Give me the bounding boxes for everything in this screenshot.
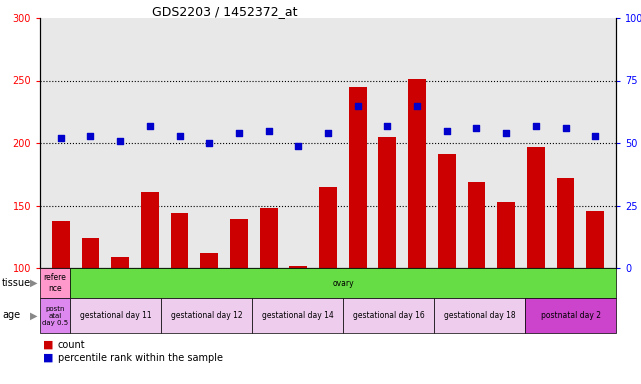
- Text: ▶: ▶: [30, 311, 38, 321]
- Bar: [252, 298, 343, 333]
- Point: [382, 122, 392, 129]
- Bar: [434, 298, 525, 333]
- Text: gestational day 12: gestational day 12: [171, 311, 242, 320]
- Point: [263, 127, 274, 134]
- Bar: [81, 238, 99, 268]
- Bar: [162, 298, 252, 333]
- Text: ▶: ▶: [30, 278, 38, 288]
- Point: [323, 130, 333, 136]
- Text: tissue: tissue: [2, 278, 31, 288]
- Point: [353, 103, 363, 109]
- Bar: [587, 210, 604, 268]
- Point: [590, 132, 601, 139]
- Bar: [378, 137, 396, 268]
- Bar: [467, 182, 485, 268]
- Text: age: age: [2, 311, 20, 321]
- Point: [85, 132, 96, 139]
- Text: ovary: ovary: [332, 278, 354, 288]
- Point: [412, 103, 422, 109]
- Bar: [40, 268, 71, 298]
- Bar: [556, 178, 574, 268]
- Bar: [497, 202, 515, 268]
- Bar: [527, 147, 545, 268]
- Point: [531, 122, 541, 129]
- Point: [234, 130, 244, 136]
- Bar: [52, 220, 70, 268]
- Point: [560, 125, 570, 131]
- Text: gestational day 14: gestational day 14: [262, 311, 333, 320]
- Bar: [525, 298, 616, 333]
- Text: gestational day 16: gestational day 16: [353, 311, 424, 320]
- Bar: [408, 79, 426, 268]
- Point: [145, 122, 155, 129]
- Bar: [201, 253, 218, 268]
- Bar: [319, 187, 337, 268]
- Text: postnatal day 2: postnatal day 2: [540, 311, 601, 320]
- Text: gestational day 11: gestational day 11: [80, 311, 152, 320]
- Bar: [141, 192, 159, 268]
- Bar: [230, 219, 248, 268]
- Bar: [40, 298, 71, 333]
- Point: [471, 125, 481, 131]
- Text: count: count: [58, 340, 85, 350]
- Text: gestational day 18: gestational day 18: [444, 311, 515, 320]
- Point: [293, 142, 303, 149]
- Bar: [289, 265, 307, 268]
- Text: refere
nce: refere nce: [44, 273, 67, 293]
- Bar: [438, 154, 456, 268]
- Point: [56, 135, 66, 141]
- Point: [442, 127, 452, 134]
- Bar: [343, 298, 434, 333]
- Bar: [71, 298, 162, 333]
- Bar: [260, 208, 278, 268]
- Bar: [112, 257, 129, 268]
- Point: [174, 132, 185, 139]
- Text: ■: ■: [43, 340, 54, 350]
- Point: [204, 140, 214, 146]
- Text: ■: ■: [43, 353, 54, 363]
- Bar: [171, 213, 188, 268]
- Bar: [349, 87, 367, 268]
- Text: percentile rank within the sample: percentile rank within the sample: [58, 353, 223, 363]
- Point: [115, 137, 125, 144]
- Text: postn
atal
day 0.5: postn atal day 0.5: [42, 306, 68, 326]
- Text: GDS2203 / 1452372_at: GDS2203 / 1452372_at: [152, 5, 297, 18]
- Point: [501, 130, 512, 136]
